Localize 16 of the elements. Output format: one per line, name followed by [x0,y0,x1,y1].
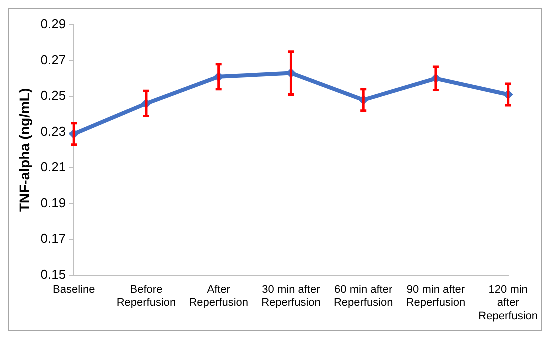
x-tick-label: 60 min after Reperfusion [334,284,394,310]
y-tick-label: 0.17 [40,231,66,246]
y-axis-title: TNF-alpha (ng/mL) [16,88,32,212]
y-tick-label: 0.23 [40,124,66,139]
x-tick-label: Before Reperfusion [116,284,176,310]
y-tick-label: 0.21 [40,160,66,175]
y-tick-label: 0.25 [40,88,66,104]
y-tick-label: 0.27 [40,52,66,68]
x-tick-label: 90 min after Reperfusion [406,284,466,310]
x-tick-label: 30 min after Reperfusion [262,284,321,310]
y-tick-label: 0.29 [40,16,66,32]
x-tick-label: After Reperfusion [189,284,249,310]
y-tick-label: 0.19 [40,195,66,210]
x-tick-label: 120 min after Reperfusion [478,284,538,322]
y-tick-label: 0.15 [40,266,66,282]
x-tick-label: Baseline [53,284,96,296]
